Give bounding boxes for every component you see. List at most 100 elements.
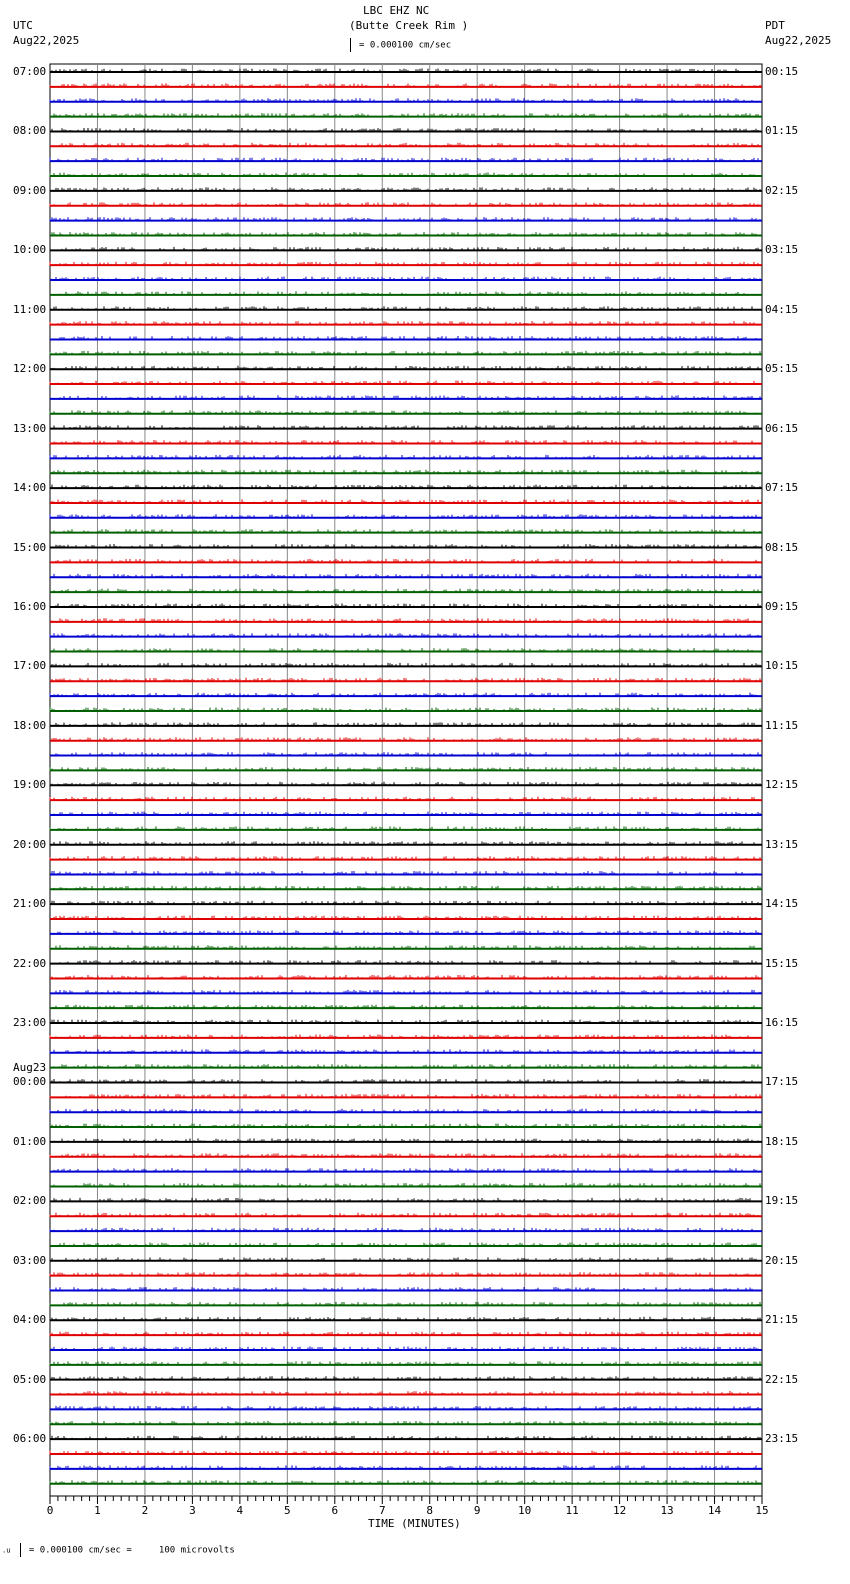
trace-noise <box>53 1064 759 1069</box>
pdt-time-label: 06:15 <box>765 421 799 435</box>
trace-noise <box>49 246 759 251</box>
trace-noise <box>51 1079 753 1083</box>
utc-time-label: 16:00 <box>13 599 47 613</box>
utc-time-label: 23:00 <box>13 1016 47 1030</box>
trace-noise <box>49 1301 761 1306</box>
trace-noise <box>51 900 759 905</box>
trace-noise <box>49 707 761 712</box>
pdt-time-label: 20:15 <box>765 1253 799 1267</box>
trace-noise <box>49 856 761 861</box>
utc-time-label: 03:00 <box>13 1253 47 1267</box>
utc-time-label: 13:00 <box>13 421 47 435</box>
trace-noise <box>49 796 755 801</box>
trace-noise <box>51 1346 759 1351</box>
x-axis-label: TIME (MINUTES) <box>368 1517 461 1530</box>
x-tick-label: 15 <box>755 1504 768 1517</box>
trace-noise <box>51 975 759 979</box>
trace-noise <box>49 1287 753 1291</box>
trace-noise <box>49 172 755 177</box>
trace-noise <box>59 1391 759 1395</box>
trace-noise <box>53 1168 757 1173</box>
pdt-time-label: 16:15 <box>765 1016 799 1030</box>
footer-scale: .u = 0.000100 cm/sec = 100 microvolts <box>2 1543 235 1558</box>
trace-noise <box>49 187 761 192</box>
trace-noise <box>49 826 759 831</box>
x-tick-label: 3 <box>189 1504 196 1517</box>
trace-noise <box>49 766 759 771</box>
station-location: (Butte Creek Rim ) <box>349 19 469 32</box>
trace-noise <box>51 662 761 667</box>
trace-noise <box>53 722 755 727</box>
x-tick-label: 12 <box>613 1504 626 1517</box>
trace-noise <box>49 1465 761 1470</box>
trace-noise <box>51 677 761 682</box>
left-timezone: UTC <box>13 19 33 32</box>
utc-time-label: 10:00 <box>13 243 47 257</box>
trace-noise <box>51 232 757 236</box>
x-tick-label: 14 <box>708 1504 722 1517</box>
trace-noise <box>53 529 761 534</box>
x-tick-label: 5 <box>284 1504 291 1517</box>
x-tick-label: 7 <box>379 1504 386 1517</box>
trace-noise <box>49 1108 757 1113</box>
pdt-time-label: 21:15 <box>765 1313 799 1327</box>
utc-time-label: 19:00 <box>13 778 47 792</box>
trace-noise <box>49 83 761 88</box>
pdt-time-label: 04:15 <box>765 302 799 316</box>
trace-noise <box>51 618 757 623</box>
pdt-time-label: 01:15 <box>765 124 799 138</box>
pdt-time-label: 13:15 <box>765 837 799 851</box>
trace-noise <box>49 380 755 385</box>
pdt-time-label: 11:15 <box>765 718 799 732</box>
trace-noise <box>59 960 757 965</box>
trace-noise <box>59 336 757 340</box>
x-tick-label: 0 <box>47 1504 54 1517</box>
x-tick-label: 13 <box>660 1504 673 1517</box>
trace-noise <box>51 737 759 742</box>
trace-noise <box>51 1123 761 1128</box>
trace-noise <box>49 1480 761 1485</box>
pdt-time-label: 00:15 <box>765 65 799 78</box>
utc-time-label: 22:00 <box>13 956 47 970</box>
trace-noise <box>49 1316 761 1321</box>
trace-noise <box>49 306 753 311</box>
x-tick-label: 9 <box>474 1504 481 1517</box>
pdt-time-label: 17:15 <box>765 1075 799 1089</box>
trace-noise <box>59 395 761 400</box>
trace-noise <box>49 633 761 638</box>
trace-noise <box>49 440 753 444</box>
utc-time-label: 15:00 <box>13 540 47 554</box>
trace-noise <box>49 811 761 816</box>
trace-noise <box>49 261 759 266</box>
trace-noise <box>49 157 759 162</box>
trace-noise <box>51 68 757 73</box>
x-tick-label: 11 <box>566 1504 579 1517</box>
trace-noise <box>49 484 761 489</box>
trace-noise <box>49 1034 749 1039</box>
plot-frame <box>49 63 763 1497</box>
trace-noise <box>49 321 755 326</box>
scale-text: = 0.000100 cm/sec <box>359 40 452 51</box>
footer-scale-text: = 0.000100 cm/sec = 100 microvolts <box>28 1545 235 1556</box>
x-tick-label: 1 <box>94 1504 101 1517</box>
trace-noise <box>55 544 759 548</box>
utc-time-label: 14:00 <box>13 481 47 495</box>
trace-noise <box>49 1361 761 1366</box>
trace-noise <box>55 752 761 757</box>
trace-noise <box>49 469 759 474</box>
right-date: Aug22,2025 <box>765 34 832 47</box>
trace-noise <box>53 915 757 920</box>
trace-noise <box>53 425 759 430</box>
utc-time-label: 08:00 <box>13 124 47 138</box>
utc-time-label: 21:00 <box>13 897 47 911</box>
trace-noise <box>53 1004 755 1009</box>
utc-time-label: 04:00 <box>13 1313 47 1327</box>
pdt-time-label: 15:15 <box>765 956 799 970</box>
x-tick-label: 6 <box>331 1504 338 1517</box>
trace-noise <box>49 1212 759 1217</box>
station-title: LBC EHZ NC <box>363 4 430 17</box>
left-date: Aug22,2025 <box>13 34 80 47</box>
trace-noise <box>49 1153 761 1158</box>
trace-noise <box>49 1420 761 1425</box>
